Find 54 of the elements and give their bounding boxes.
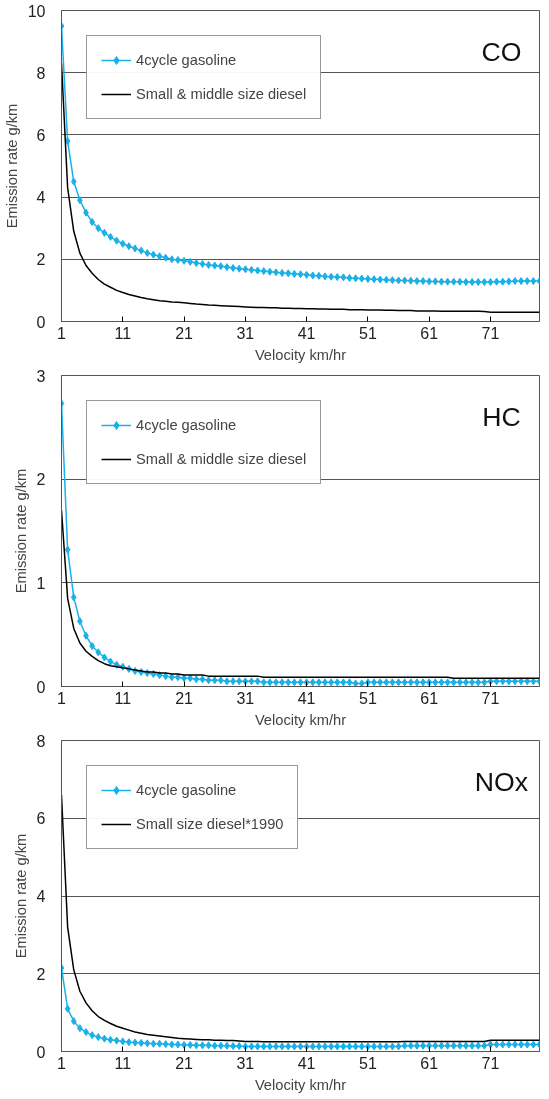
legend-label: Small & middle size diesel (136, 451, 307, 467)
annotation: HC (482, 401, 521, 432)
y-tick-label: 2 (36, 251, 46, 269)
x-tick-label: 71 (481, 689, 500, 707)
legend-label: Small size diesel*1990 (136, 816, 284, 832)
y-tick-label: 8 (36, 732, 46, 750)
x-tick-label: 71 (481, 324, 500, 342)
x-tick-label: 31 (236, 1054, 255, 1072)
x-axis-title: Velocity km/hr (254, 711, 347, 728)
y-tick-label: 4 (36, 189, 46, 207)
legend-label: 4cycle gasoline (136, 52, 237, 68)
y-tick-label: 3 (36, 367, 46, 385)
x-tick-label: 21 (175, 324, 194, 342)
x-tick-label: 51 (359, 324, 377, 342)
x-tick-label: 31 (236, 324, 255, 342)
y-tick-label: 10 (27, 2, 46, 20)
x-tick-label: 1 (57, 689, 67, 707)
y-tick-label: 8 (36, 64, 46, 82)
y-tick-label: 4 (36, 888, 46, 905)
x-tick-label: 51 (359, 1054, 377, 1072)
y-tick-label: 1 (36, 574, 46, 592)
y-axis-title: Emission rate g/km (12, 468, 29, 594)
x-tick-label: 61 (420, 689, 439, 707)
y-axis-title: Emission rate g/km (12, 833, 29, 959)
x-tick-label: 41 (297, 324, 316, 342)
x-tick-label: 41 (297, 689, 316, 707)
x-tick-label: 21 (175, 689, 194, 707)
x-tick-label: 11 (114, 324, 132, 342)
x-tick-label: 41 (297, 1054, 316, 1072)
legend-label: 4cycle gasoline (136, 417, 237, 433)
legend-label: Small & middle size diesel (136, 86, 307, 102)
x-tick-label: 61 (420, 1054, 439, 1072)
x-tick-label: 1 (57, 1054, 67, 1072)
x-tick-label: 31 (236, 689, 255, 707)
annotation: CO (481, 36, 522, 67)
x-axis-title: Velocity km/hr (254, 1076, 347, 1093)
x-axis-title: Velocity km/hr (254, 346, 347, 363)
y-tick-label: 2 (36, 471, 46, 489)
y-tick-label: 0 (36, 313, 46, 331)
annotation: NOx (474, 766, 529, 797)
x-tick-label: 21 (175, 1054, 194, 1072)
x-tick-label: 51 (359, 689, 377, 707)
y-tick-label: 2 (36, 965, 46, 983)
y-tick-label: 6 (36, 810, 46, 828)
y-tick-label: 0 (36, 1043, 46, 1061)
x-tick-label: 11 (114, 689, 132, 707)
y-axis-title: Emission rate g/km (3, 103, 20, 229)
y-tick-label: 0 (36, 678, 46, 696)
legend-label: 4cycle gasoline (136, 782, 237, 798)
x-tick-label: 1 (57, 324, 67, 342)
y-tick-label: 6 (36, 126, 46, 144)
x-tick-label: 11 (114, 1054, 132, 1072)
x-tick-label: 61 (420, 324, 439, 342)
x-tick-label: 71 (481, 1054, 500, 1072)
